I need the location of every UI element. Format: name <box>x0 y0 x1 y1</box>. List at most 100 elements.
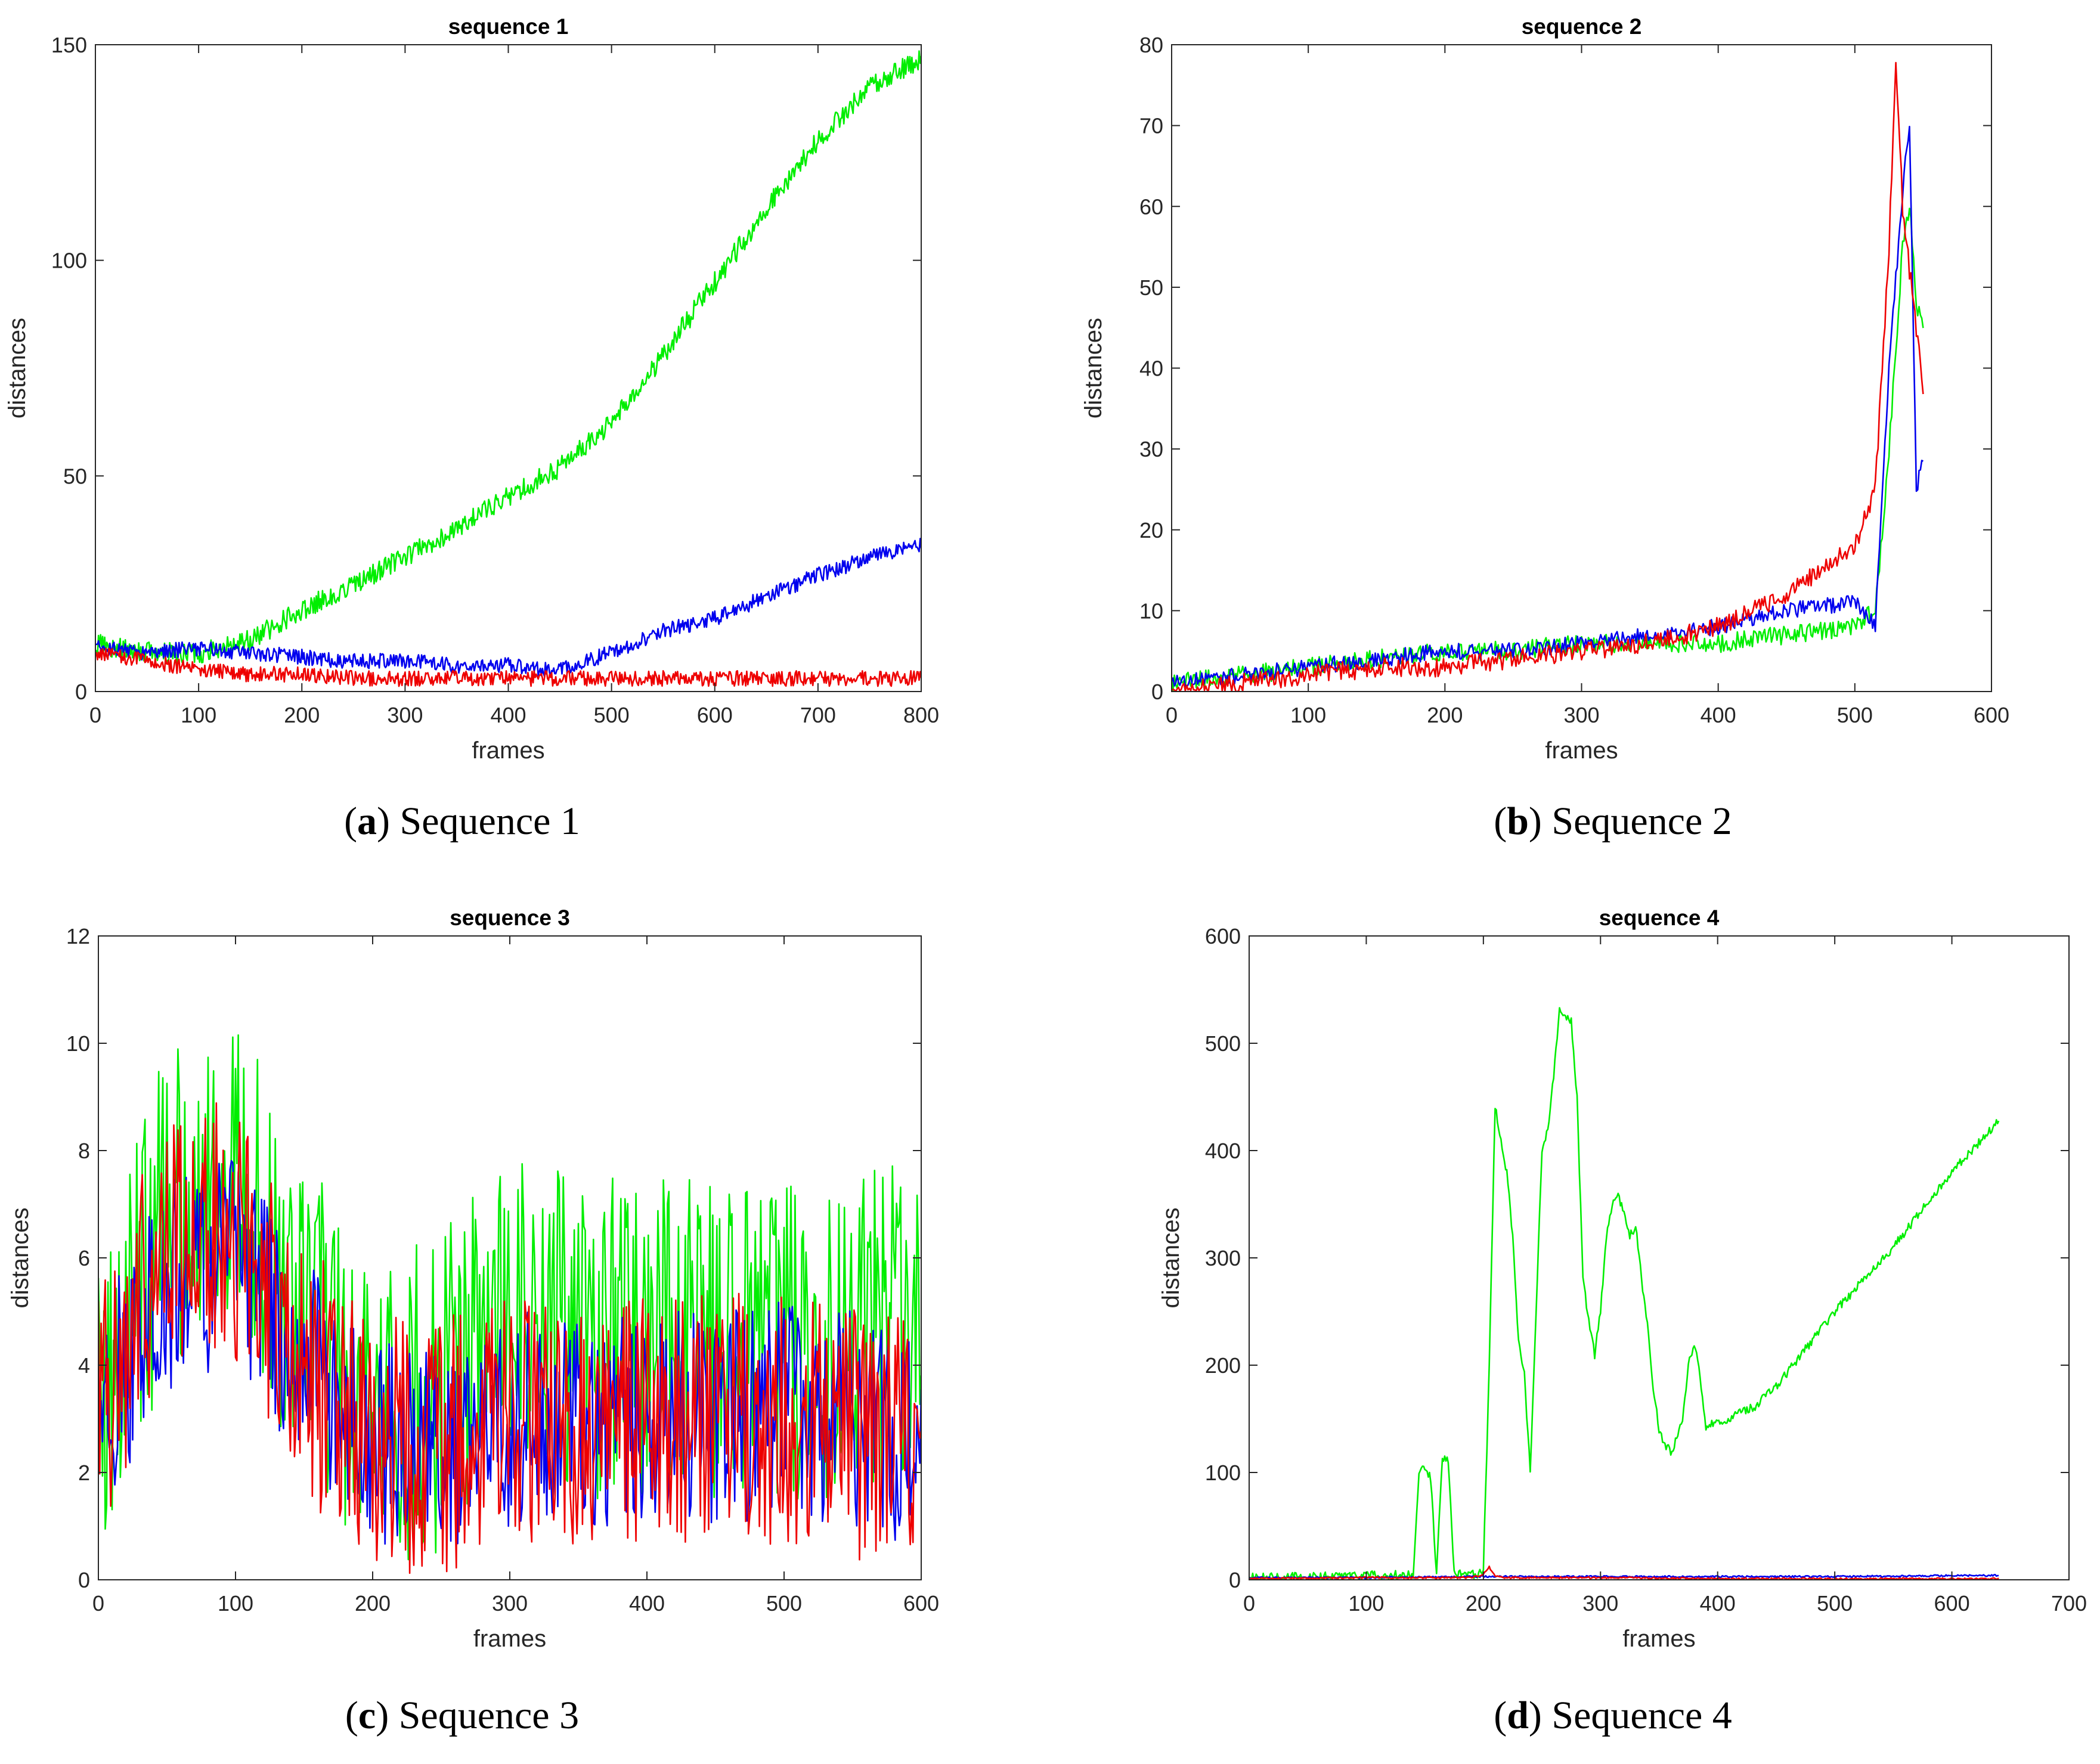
y-tick-label: 100 <box>1205 1461 1241 1485</box>
series-line-red <box>1249 1565 1999 1580</box>
x-tick-label: 600 <box>1974 703 2009 727</box>
caption-d: (d) Sequence 4 <box>1494 1693 1732 1738</box>
y-tick-label: 80 <box>1139 33 1163 57</box>
caption-paren-close: ) <box>1528 799 1542 843</box>
y-axis-label: distances <box>1158 1208 1184 1309</box>
x-tick-label: 400 <box>629 1591 665 1616</box>
series-line-blue <box>95 538 921 677</box>
series-group <box>95 50 921 687</box>
chart-title: sequence 3 <box>450 906 570 930</box>
caption-paren-open: ( <box>1494 1694 1507 1737</box>
y-tick-label: 150 <box>51 33 87 57</box>
y-tick-label: 10 <box>66 1031 90 1056</box>
y-tick-label: 100 <box>51 249 87 273</box>
x-tick-label: 200 <box>355 1591 391 1616</box>
y-tick-label: 60 <box>1139 194 1163 219</box>
chart-title: sequence 1 <box>448 14 569 39</box>
x-tick-label: 600 <box>1934 1591 1970 1616</box>
x-tick-label: 0 <box>92 1591 104 1616</box>
x-tick-label: 500 <box>594 703 630 727</box>
y-tick-label: 12 <box>66 924 90 948</box>
caption-letter: a <box>357 799 377 843</box>
y-tick-label: 0 <box>78 1568 90 1592</box>
chart-title: sequence 2 <box>1522 14 1642 39</box>
y-tick-label: 20 <box>1139 518 1163 542</box>
chart-svg: 0 100 200 300 400 500 600 700 800 0 50 100 150 sequen… <box>4 14 939 764</box>
x-tick-label: 500 <box>766 1591 802 1616</box>
y-tick-label: 300 <box>1205 1246 1241 1270</box>
series-group <box>98 1034 921 1574</box>
plot-area <box>95 45 921 692</box>
y-tick-label: 0 <box>1229 1568 1241 1592</box>
x-tick-label: 100 <box>218 1591 253 1616</box>
x-tick-label: 0 <box>1243 1591 1255 1616</box>
caption-paren-close: ) <box>1528 1694 1542 1737</box>
series-line-red <box>1172 61 1924 692</box>
plot-sequence-2: 0 100 200 300 400 500 600 0 10 20 30 40 50 60 70 80 sequ… <box>1073 0 2099 775</box>
y-tick-label: 600 <box>1205 924 1241 948</box>
series-line-green <box>1172 207 1924 692</box>
plot-area <box>1172 45 1991 692</box>
y-tick-label: 200 <box>1205 1353 1241 1378</box>
series-line-green <box>1249 1007 2000 1580</box>
chart-title: sequence 4 <box>1599 906 1720 930</box>
x-tick-label: 300 <box>1582 1591 1618 1616</box>
x-tick-label: 500 <box>1817 1591 1853 1616</box>
x-tick-label: 0 <box>1166 703 1178 727</box>
plot-area <box>1249 936 2069 1580</box>
y-axis-label: distances <box>4 318 30 418</box>
caption-letter: c <box>358 1694 376 1737</box>
caption-paren-open: ( <box>1494 799 1507 843</box>
x-tick-label: 200 <box>284 703 320 727</box>
x-axis-label: frames <box>1622 1626 1695 1652</box>
x-tick-label: 400 <box>1701 703 1736 727</box>
caption-letter: d <box>1507 1694 1529 1737</box>
x-tick-label: 100 <box>1348 1591 1384 1616</box>
x-tick-label: 600 <box>903 1591 939 1616</box>
plot-sequence-1: 0 100 200 300 400 500 600 700 800 0 50 100 150 sequen… <box>0 0 1026 775</box>
caption-paren-open: ( <box>344 799 358 843</box>
plot-sequence-4: 0 100 200 300 400 500 600 700 0 100 200 300 400 500 60… <box>1073 888 2099 1663</box>
y-tick-label: 400 <box>1205 1139 1241 1163</box>
x-tick-label: 100 <box>1290 703 1326 727</box>
caption-paren-open: ( <box>345 1694 358 1737</box>
series-line-red <box>95 647 921 687</box>
series-group <box>1172 61 1924 692</box>
x-axis-label: frames <box>473 1626 546 1652</box>
x-tick-label: 400 <box>490 703 526 727</box>
y-tick-label: 70 <box>1139 114 1163 138</box>
x-tick-label: 300 <box>1563 703 1599 727</box>
caption-text: Sequence 3 <box>389 1694 580 1737</box>
chart-svg: 0 100 200 300 400 500 600 0 2 4 6 8 10 12 sequence 3 fr… <box>7 906 939 1652</box>
caption-text: Sequence 4 <box>1541 1694 1732 1737</box>
y-tick-label: 50 <box>1139 275 1163 300</box>
y-tick-label: 10 <box>1139 599 1163 623</box>
y-axis-label: distances <box>1080 318 1107 418</box>
y-tick-label: 6 <box>78 1246 90 1270</box>
x-tick-label: 0 <box>89 703 101 727</box>
x-axis-label: frames <box>1545 737 1618 764</box>
caption-a: (a) Sequence 1 <box>344 799 580 844</box>
y-tick-label: 8 <box>78 1139 90 1163</box>
y-tick-label: 2 <box>78 1461 90 1485</box>
x-tick-label: 200 <box>1466 1591 1501 1616</box>
y-tick-label: 0 <box>1151 680 1163 704</box>
x-axis-label: frames <box>472 737 544 764</box>
y-tick-label: 4 <box>78 1353 90 1378</box>
x-tick-label: 500 <box>1837 703 1873 727</box>
caption-paren-close: ) <box>377 799 391 843</box>
series-line-blue <box>1172 126 1924 688</box>
chart-svg: 0 100 200 300 400 500 600 0 10 20 30 40 50 60 70 80 sequ… <box>1080 14 2009 764</box>
x-tick-label: 300 <box>387 703 423 727</box>
series-group <box>1249 1007 2000 1580</box>
x-tick-label: 300 <box>492 1591 528 1616</box>
caption-text: Sequence 1 <box>390 799 580 843</box>
y-tick-label: 50 <box>63 464 87 488</box>
y-tick-label: 40 <box>1139 356 1163 381</box>
caption-c: (c) Sequence 3 <box>345 1693 579 1738</box>
y-tick-label: 500 <box>1205 1031 1241 1056</box>
x-tick-label: 600 <box>697 703 733 727</box>
caption-letter: b <box>1507 799 1529 843</box>
series-line-green <box>95 50 921 664</box>
